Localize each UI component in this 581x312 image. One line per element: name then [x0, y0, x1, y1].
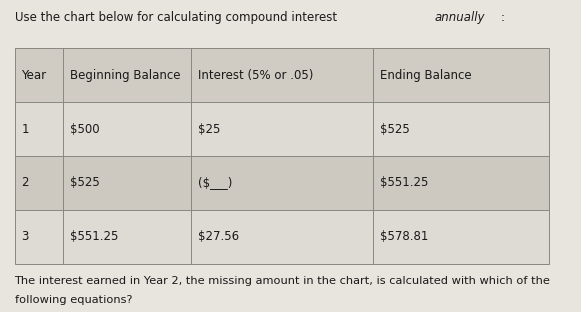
Text: $525: $525: [379, 123, 410, 136]
Text: Interest (5% or .05): Interest (5% or .05): [198, 69, 313, 82]
Text: Use the chart below for calculating compound interest: Use the chart below for calculating comp…: [15, 11, 340, 24]
Text: Year: Year: [21, 69, 46, 82]
Bar: [15, 48, 549, 102]
Text: $27.56: $27.56: [198, 230, 239, 243]
Text: following equations?: following equations?: [15, 295, 132, 305]
Text: $525: $525: [70, 176, 99, 189]
Text: The interest earned in Year 2, the missing amount in the chart, is calculated wi: The interest earned in Year 2, the missi…: [15, 276, 550, 286]
Text: Beginning Balance: Beginning Balance: [70, 69, 180, 82]
Text: $25: $25: [198, 123, 220, 136]
Text: Ending Balance: Ending Balance: [379, 69, 471, 82]
Text: $551.25: $551.25: [70, 230, 118, 243]
Text: 2: 2: [21, 176, 29, 189]
Text: ($___): ($___): [198, 176, 232, 189]
Bar: [15, 210, 549, 264]
Text: 3: 3: [21, 230, 29, 243]
Text: 1: 1: [21, 123, 29, 136]
Text: $500: $500: [70, 123, 99, 136]
Bar: [15, 48, 549, 264]
Text: $578.81: $578.81: [379, 230, 428, 243]
Text: annually: annually: [435, 11, 486, 24]
Text: :: :: [500, 11, 504, 24]
Bar: [15, 102, 549, 156]
Bar: [15, 156, 549, 210]
Text: $551.25: $551.25: [379, 176, 428, 189]
